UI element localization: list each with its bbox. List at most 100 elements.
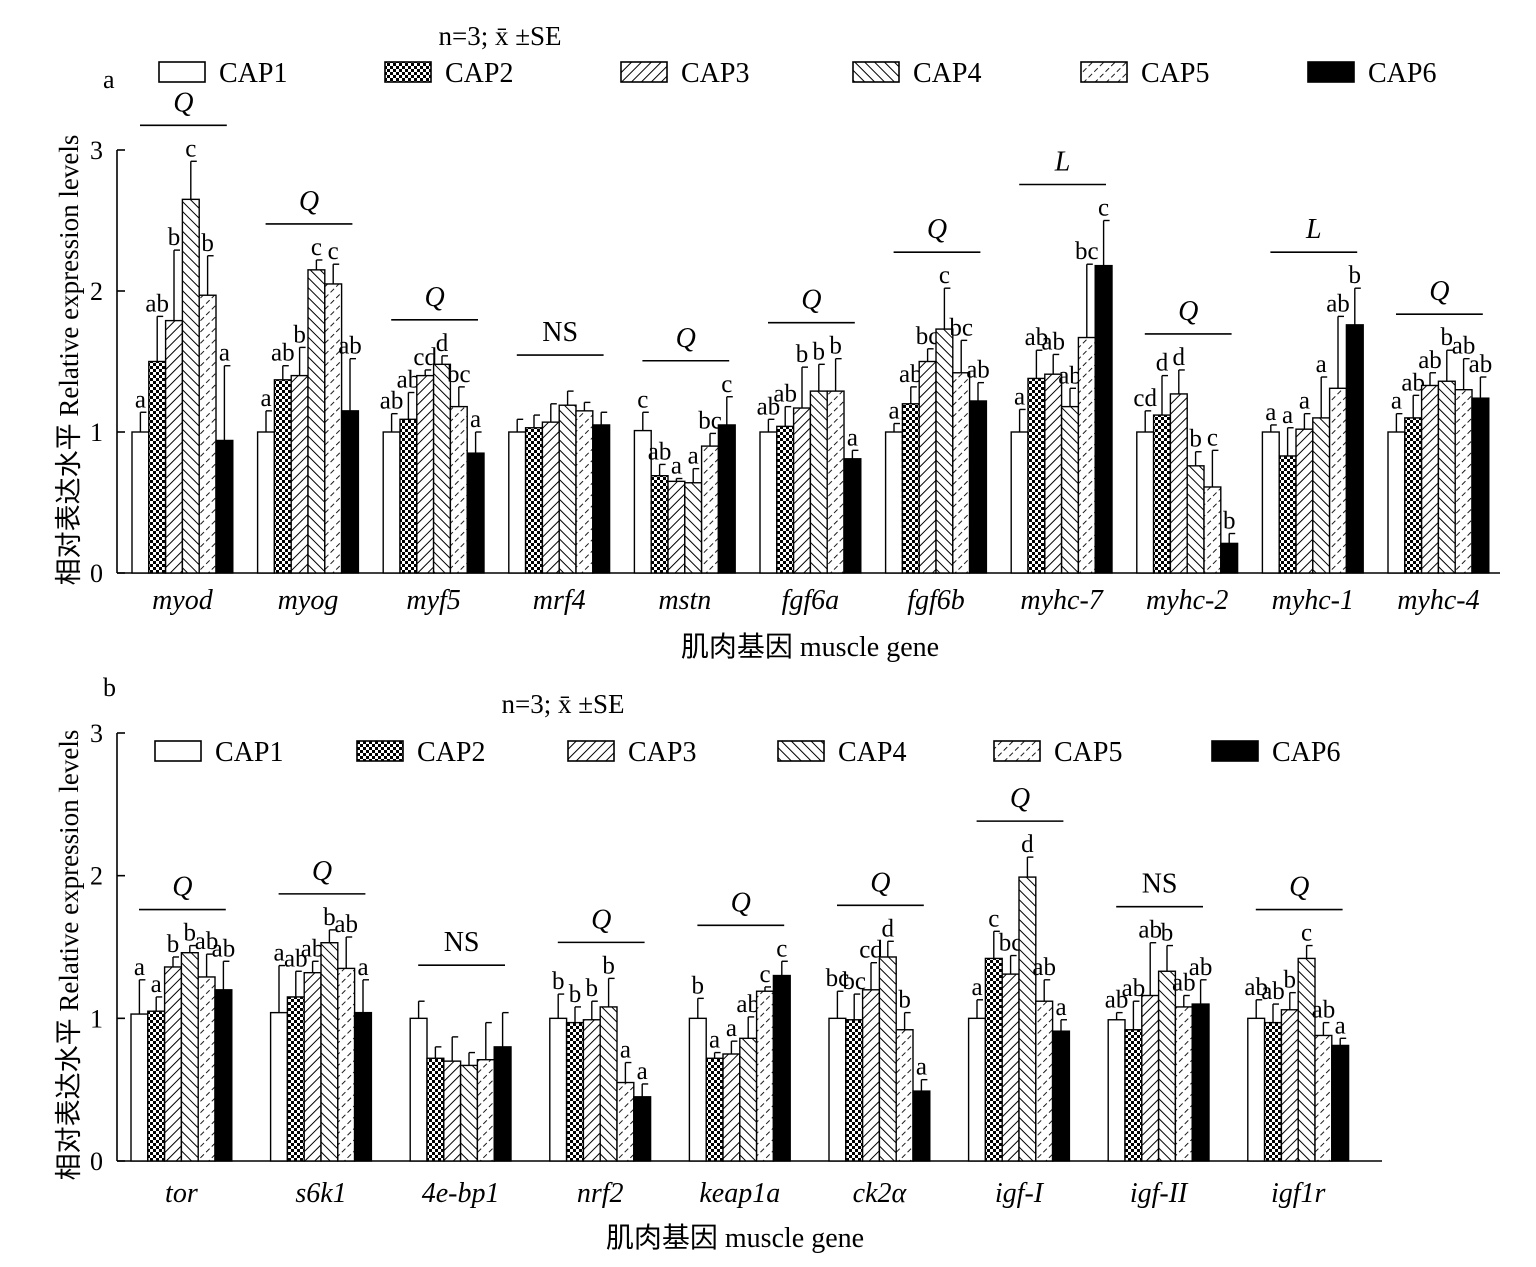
bar-myf5-cap2 <box>399 418 418 574</box>
gene-label-myhc-1: myhc-1 <box>1272 585 1354 616</box>
significance-letter: d <box>1173 344 1186 371</box>
bar-nrf2-cap6 <box>633 1096 652 1162</box>
bar-fgf6a-cap1 <box>759 431 778 574</box>
bar-myhc-2-cap3 <box>1169 393 1188 574</box>
bar-myf5-cap6 <box>466 452 485 574</box>
bar-keap1a-cap6 <box>772 974 791 1162</box>
trend-label: Q <box>927 214 947 245</box>
bar-myhc-1-cap3 <box>1295 428 1314 574</box>
significance-letter: a <box>671 453 682 480</box>
significance-letter: ab <box>1041 328 1065 355</box>
bar-igf-I-cap2 <box>984 957 1003 1162</box>
bar-mstn-cap5 <box>700 445 720 574</box>
significance-letter: a <box>260 385 271 412</box>
bar-igf1r-cap4 <box>1297 957 1316 1162</box>
significance-letter: a <box>688 443 699 470</box>
gene-label-fgf6a: fgf6a <box>782 585 840 616</box>
significance-letter: b <box>1349 262 1362 289</box>
y-tick-label: 3 <box>90 719 103 748</box>
trend-label: Q <box>1010 783 1030 814</box>
significance-letter: c <box>939 262 950 289</box>
trend-label: Q <box>870 867 890 898</box>
bar-myhc-4-cap4 <box>1437 380 1456 574</box>
bar-nrf2-cap1 <box>549 1017 568 1162</box>
significance-letter: d <box>882 915 895 942</box>
significance-letter: bc <box>842 968 866 995</box>
significance-letter: a <box>134 954 145 981</box>
legend-swatch-cap4 <box>852 61 900 83</box>
legend-label-cap6: CAP6 <box>1368 58 1436 89</box>
trend-label: L <box>1054 147 1071 178</box>
significance-letter: b <box>692 972 705 999</box>
significance-letter: d <box>1021 831 1034 858</box>
trend-label: Q <box>299 186 319 217</box>
bar-myhc-7-cap5 <box>1077 336 1096 574</box>
bar-fgf6a-cap2 <box>776 425 795 574</box>
bar-fgf6a-cap3 <box>792 407 812 574</box>
bar-igf-I-cap3 <box>1001 973 1020 1162</box>
significance-letter: b <box>796 341 809 368</box>
bar-mrf4-cap2 <box>524 427 544 574</box>
significance-letter: b <box>586 975 599 1002</box>
significance-letter: b <box>1161 920 1174 947</box>
bar-igf-I-cap1 <box>967 1017 987 1162</box>
significance-letter: bc <box>698 407 722 434</box>
y-axis-label: 相对表达水平 Relative expression levels <box>54 135 84 586</box>
bar-s6k1-cap3 <box>303 971 322 1162</box>
gene-label-myhc-4: myhc-4 <box>1397 585 1479 616</box>
gene-label-mstn: mstn <box>658 585 711 616</box>
significance-letter: ab <box>1032 954 1056 981</box>
bar-nrf2-cap3 <box>582 1019 601 1162</box>
significance-letter: b <box>293 321 306 348</box>
panel-label: a <box>103 65 115 94</box>
gene-label-myog: myog <box>278 585 339 616</box>
bar-fgf6b-cap1 <box>884 431 904 574</box>
bar-tor-cap5 <box>197 976 216 1162</box>
significance-letter: ab <box>1401 369 1425 396</box>
bar-nrf2-cap4 <box>599 1006 618 1162</box>
bar-ck2α-cap1 <box>828 1017 847 1162</box>
bar-4e-bp1-cap1 <box>409 1017 428 1162</box>
bar-tor-cap6 <box>214 989 233 1162</box>
significance-letter: c <box>759 961 770 988</box>
significance-letter: ab <box>1105 987 1129 1014</box>
significance-letter: ab <box>1122 975 1146 1002</box>
legend-label-cap4: CAP4 <box>913 58 981 89</box>
y-tick-label: 3 <box>90 136 103 165</box>
significance-letter: c <box>185 135 196 162</box>
significance-letter: d <box>436 330 449 357</box>
trend-label: Q <box>312 856 332 887</box>
bar-myhc-1-cap5 <box>1328 387 1348 574</box>
bar-igf1r-cap5 <box>1314 1034 1333 1162</box>
significance-letter: a <box>470 406 481 433</box>
bar-mrf4-cap1 <box>508 431 527 574</box>
gene-label-igf-II: igf-II <box>1130 1178 1189 1209</box>
bar-ck2α-cap5 <box>895 1029 914 1162</box>
bar-mstn-cap6 <box>717 424 736 574</box>
significance-letter: b <box>1284 967 1297 994</box>
bar-myhc-1-cap4 <box>1312 417 1331 574</box>
significance-letter: b <box>1223 508 1236 535</box>
bar-keap1a-cap2 <box>705 1057 724 1162</box>
gene-group-mrf4: NS mrf4 <box>508 317 611 616</box>
significance-letter: ab <box>284 945 308 972</box>
bar-mstn-cap3 <box>667 480 686 574</box>
significance-letter: b <box>898 987 911 1014</box>
trend-label: Q <box>676 323 696 354</box>
significance-letter: a <box>1265 399 1276 426</box>
trend-label: Q <box>173 87 193 118</box>
significance-letter: a <box>1014 383 1025 410</box>
significance-letter: ab <box>334 911 358 938</box>
legend-swatch-cap2 <box>356 740 404 762</box>
legend-swatch-cap1 <box>158 61 206 83</box>
trend-label: Q <box>731 887 751 918</box>
significance-letter: b <box>813 338 826 365</box>
significance-letter: c <box>721 371 732 398</box>
significance-letter: ab <box>1261 978 1285 1005</box>
bar-igf-II-cap3 <box>1141 994 1160 1162</box>
significance-letter: ab <box>1172 970 1196 997</box>
